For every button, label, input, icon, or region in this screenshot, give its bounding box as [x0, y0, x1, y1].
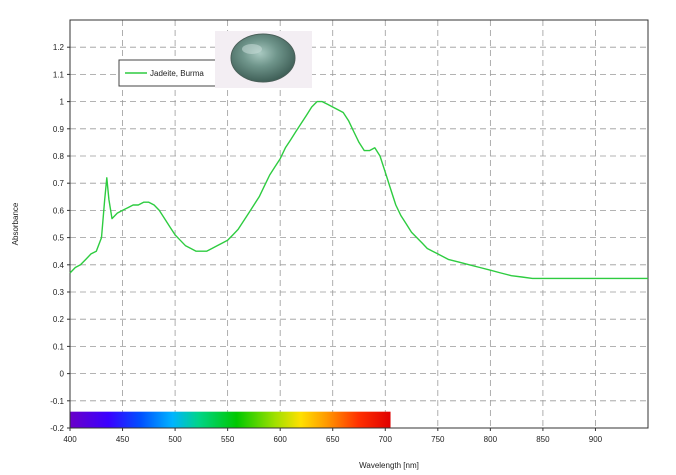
y-tick-label: 0.9	[53, 125, 65, 134]
y-tick-label: 1	[60, 98, 65, 107]
y-tick-label: 0.1	[53, 342, 65, 351]
x-tick-label: 850	[536, 435, 550, 444]
jadeite-gem-image	[215, 31, 312, 88]
y-tick-label: -0.1	[50, 397, 64, 406]
x-tick-label: 700	[379, 435, 393, 444]
x-tick-label: 500	[168, 435, 182, 444]
series-line-0	[69, 100, 648, 280]
plot-frame	[69, 19, 649, 429]
x-tick-label: 600	[274, 435, 288, 444]
y-tick-label: -0.2	[50, 424, 64, 433]
y-tick-label: 0.7	[53, 179, 65, 188]
y-tick-label: 1.1	[53, 70, 65, 79]
y-tick-label: 0.8	[53, 152, 65, 161]
y-tick-label: 0.2	[53, 315, 65, 324]
y-tick-label: 0.6	[53, 206, 65, 215]
y-axis-ticks: -0.2 -0.1 0 0.1 0.2 0.3 0.4 0.5 0.6 0.7 0.8 0.9 1 1.1…	[50, 43, 70, 433]
y-tick-label: 0.4	[53, 261, 65, 270]
series-layer	[69, 100, 648, 280]
x-tick-label: 450	[116, 435, 130, 444]
x-tick-label: 900	[589, 435, 603, 444]
x-axis-ticks: 400 450 500 550 600 650 700 750 800 850 900	[63, 428, 603, 444]
y-tick-label: 0.3	[53, 288, 65, 297]
x-axis-label: Wavelength [nm]	[359, 461, 419, 470]
visible-spectrum-bar	[70, 411, 391, 428]
x-tick-label: 650	[326, 435, 340, 444]
legend-label: Jadeite, Burma	[150, 69, 204, 78]
legend: Jadeite, Burma	[118, 59, 232, 87]
y-axis-label: Absorbance	[11, 202, 20, 245]
x-tick-label: 750	[431, 435, 445, 444]
x-tick-label: 400	[63, 435, 77, 444]
x-tick-label: 550	[221, 435, 235, 444]
y-tick-label: 0	[60, 370, 65, 379]
y-tick-label: 0.5	[53, 234, 65, 243]
x-tick-label: 800	[484, 435, 498, 444]
y-tick-label: 1.2	[53, 43, 65, 52]
